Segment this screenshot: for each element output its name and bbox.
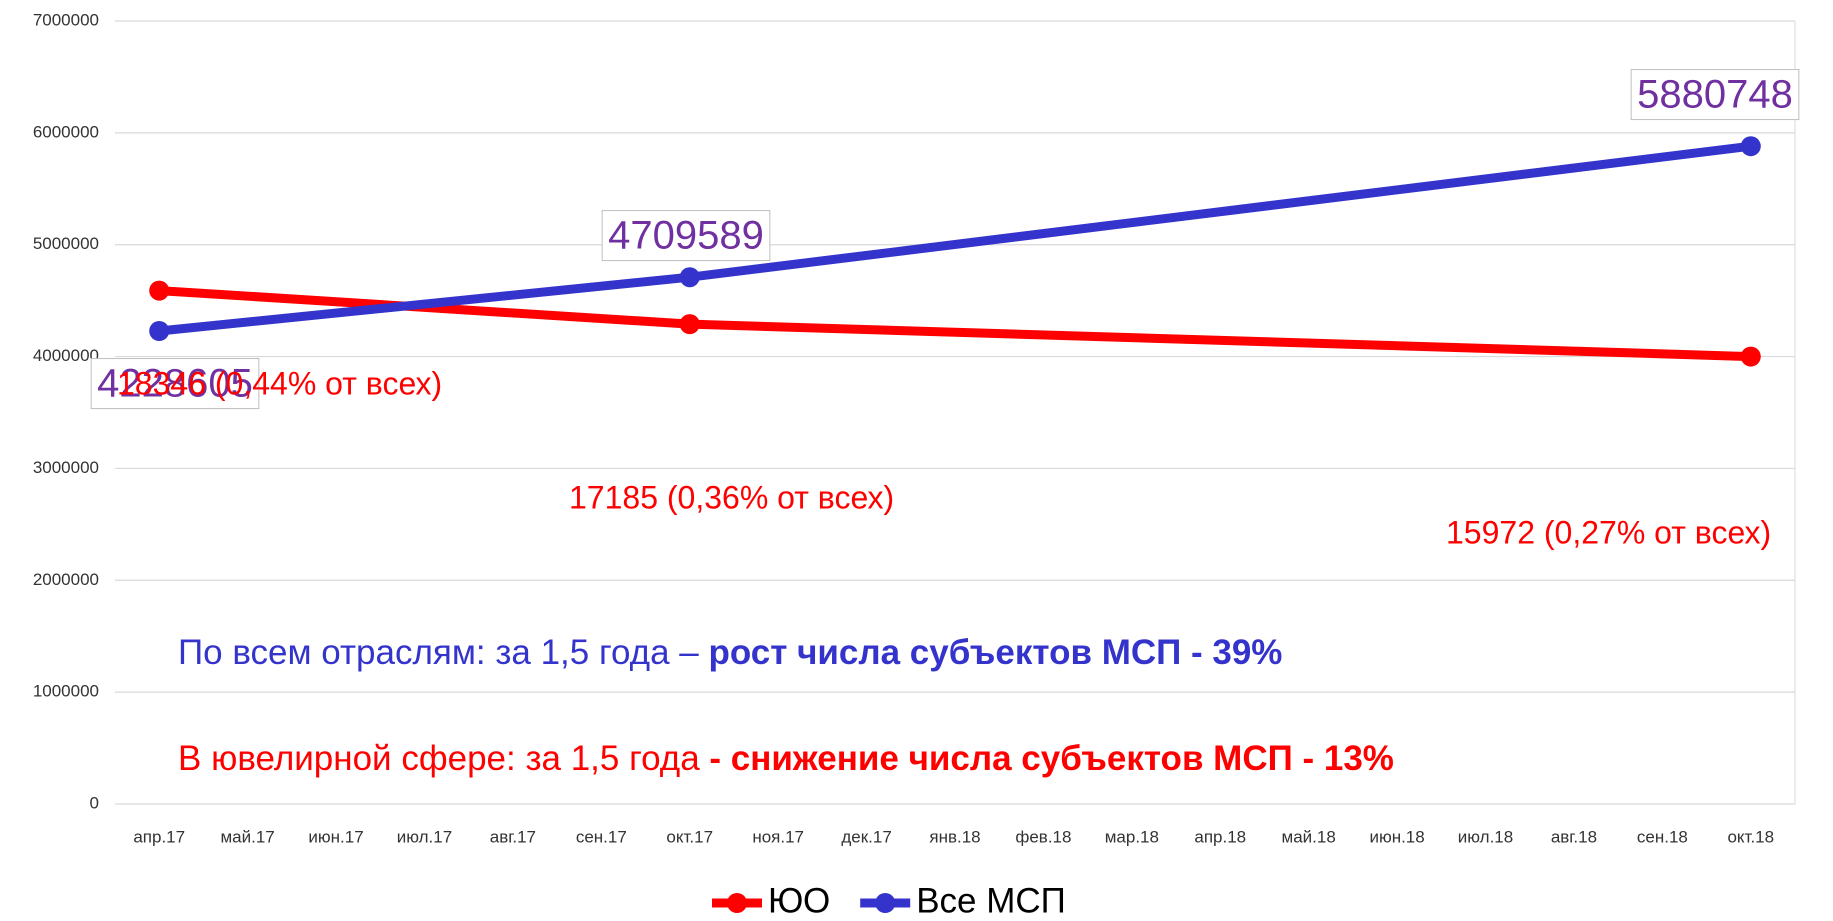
point: [1740, 346, 1761, 367]
summary-plain: В ювелирной сфере: за 1,5 года: [178, 739, 709, 778]
summary-bold: - снижение числа субъектов МСП - 13%: [709, 739, 1394, 778]
x-tick-label: апр.18: [1194, 827, 1246, 846]
x-tick-label: июл.17: [397, 827, 452, 846]
y-tick-label: 6000000: [33, 122, 99, 141]
y-tick-label: 7000000: [33, 10, 99, 29]
annotation: 17185 (0,36% от всех): [569, 479, 894, 515]
data-label-box: [1630, 69, 1800, 121]
legend-label: ЮО: [768, 881, 830, 920]
line: [154, 286, 1756, 362]
x-tick-label: июн.18: [1369, 827, 1424, 846]
legend-label: Все МСП: [916, 881, 1066, 920]
legend-marker: [875, 893, 896, 913]
x-tick-label: дек.17: [841, 827, 891, 846]
data-label-text: 4228605: [97, 362, 253, 406]
y-tick-label: 4000000: [33, 346, 99, 365]
x-tick-label: апр.17: [133, 827, 185, 846]
x-tick-label: сен.17: [576, 827, 627, 846]
x-tick-label: мар.18: [1105, 827, 1159, 846]
point: [149, 280, 170, 301]
x-tick-label: ноя.17: [752, 827, 804, 846]
data-label-text: 5880748: [1637, 73, 1793, 117]
data-label-box: [90, 358, 260, 410]
line: [154, 141, 1756, 336]
summary-plain: По всем отраслям: за 1,5 года –: [178, 633, 708, 672]
data-label: 4228605: [90, 358, 260, 410]
y-tick-label: 2000000: [33, 570, 99, 589]
y-tick-label: 1000000: [33, 682, 99, 701]
annotation: 15972 (0,27% от всех): [1446, 514, 1771, 550]
data-label-text: 4709589: [608, 214, 764, 258]
summary-text: В ювелирной сфере: за 1,5 года - снижени…: [178, 739, 1394, 778]
x-tick-label: июл.18: [1458, 827, 1513, 846]
x-tick-label: фев.18: [1015, 827, 1071, 846]
annotation: 18346 (0,44% от всех): [117, 365, 442, 401]
x-tick-label: май.17: [220, 827, 274, 846]
summary-text: По всем отраслям: за 1,5 года – рост чис…: [178, 633, 1282, 672]
data-label: 4709589: [601, 210, 771, 262]
x-tick-label: июн.17: [308, 827, 363, 846]
data-label-box: [601, 210, 771, 262]
point: [149, 321, 170, 342]
x-tick-label: авг.18: [1551, 827, 1597, 846]
x-tick-label: окт.17: [666, 827, 713, 846]
summary-bold: рост числа субъектов МСП - 39%: [708, 633, 1282, 672]
legend-marker: [727, 893, 747, 913]
x-tick-label: янв.18: [929, 827, 980, 846]
point: [679, 267, 700, 288]
y-tick-label: 0: [90, 793, 99, 812]
y-tick-label: 5000000: [33, 234, 99, 253]
point: [1740, 136, 1761, 157]
x-tick-label: май.18: [1282, 827, 1336, 846]
x-tick-label: сен.18: [1637, 827, 1688, 846]
point: [679, 314, 700, 335]
x-tick-label: окт.18: [1727, 827, 1774, 846]
y-tick-label: 3000000: [33, 458, 99, 477]
data-label: 5880748: [1630, 69, 1800, 121]
x-tick-label: авг.17: [490, 827, 536, 846]
